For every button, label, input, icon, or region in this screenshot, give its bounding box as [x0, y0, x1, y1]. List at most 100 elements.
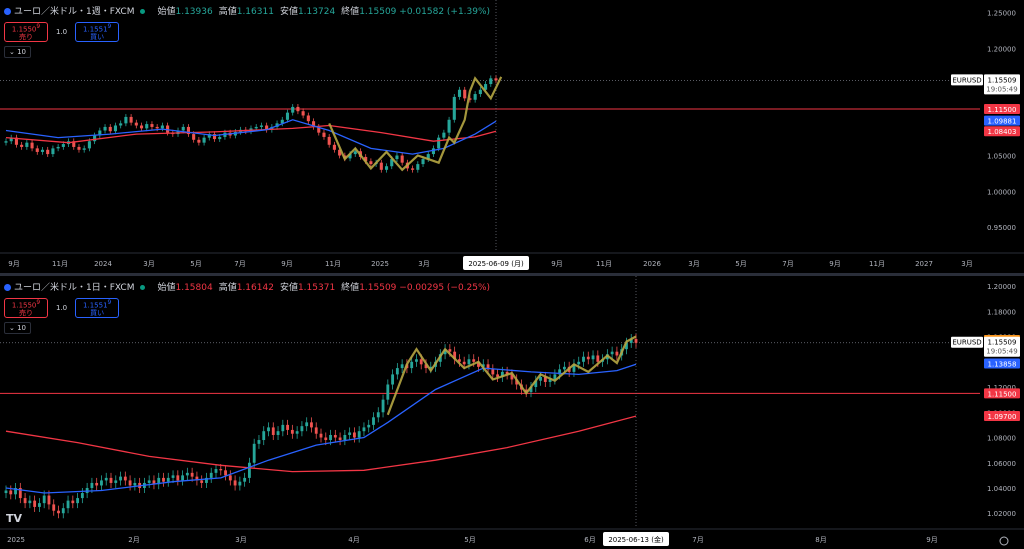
candle-body [610, 351, 614, 355]
candle-body [23, 498, 27, 504]
candle-body [254, 126, 258, 129]
candle-body [42, 495, 46, 504]
candle-body [166, 125, 170, 133]
moving-average-red [5, 415, 637, 473]
candle-body [582, 356, 585, 362]
candle-body [421, 159, 425, 165]
candle-body [51, 148, 55, 155]
symbol-logo-icon [4, 8, 11, 15]
candle-body [128, 480, 132, 486]
tradingview-logo[interactable]: TV [6, 512, 23, 525]
candle-body [14, 137, 18, 145]
price-tag [984, 126, 1020, 137]
candle-body [276, 431, 280, 435]
weekly-chart-pane[interactable]: 1.250001.200001.150001.100001.050001.000… [0, 0, 1024, 273]
time-tick-label: 7月 [234, 260, 245, 268]
candle-body [317, 126, 321, 133]
candle-body [391, 374, 395, 385]
countdown-label: 19:05:49 [986, 348, 1017, 356]
candle-body [190, 472, 194, 477]
candle-body [625, 342, 628, 350]
candle-body [80, 493, 84, 499]
candle-body [71, 500, 75, 504]
symbol-title[interactable]: ユーロ／米ドル・1週・FXCM [14, 7, 135, 17]
indicator-toggle[interactable]: ⌄ 10 [4, 46, 32, 58]
candle-body [185, 472, 189, 476]
candle-body [61, 144, 65, 147]
candle-body [615, 351, 619, 356]
candle-body [477, 361, 480, 367]
candle-body [505, 371, 509, 375]
price-tick-label: 1.05000 [987, 153, 1016, 161]
candle-body [56, 146, 60, 149]
daily-chart-canvas[interactable]: 1.200001.180001.160001.140001.120001.100… [0, 276, 1024, 549]
last-price-tag [984, 74, 1020, 95]
candle-body [586, 356, 590, 360]
price-tick-label: 1.06000 [987, 460, 1016, 468]
candle-body [238, 481, 242, 486]
candle-body [353, 151, 357, 155]
candle-body [93, 135, 97, 142]
time-tick-label: 11月 [52, 260, 68, 268]
market-open-icon [140, 285, 146, 290]
candle-body [145, 124, 149, 129]
candle-body [166, 477, 170, 482]
settings-gear-icon[interactable] [999, 536, 1009, 546]
indicator-toggle[interactable]: ⌄ 10 [4, 322, 32, 334]
candle-body [348, 432, 352, 435]
symbol-title[interactable]: ユーロ／米ドル・1日・FXCM [14, 283, 135, 293]
candle-body [228, 475, 232, 481]
candle-body [367, 424, 371, 428]
candle-body [61, 508, 65, 514]
time-tick-label: 9月 [281, 260, 292, 268]
candle-body [558, 369, 562, 375]
buy-button[interactable]: 1.15519 買い [75, 298, 120, 318]
sell-button[interactable]: 1.15509 売り [4, 22, 48, 42]
price-tick-label: 1.25000 [987, 10, 1016, 18]
candle-body [333, 434, 337, 438]
candle-body [4, 141, 8, 143]
time-tick-label: 11月 [596, 260, 612, 268]
weekly-chart-canvas[interactable]: 1.250001.200001.150001.100001.050001.000… [0, 0, 1024, 273]
candle-body [410, 361, 414, 369]
candle-body [52, 504, 56, 511]
candle-body [281, 424, 285, 432]
pane-divider[interactable] [0, 273, 1024, 276]
sell-button[interactable]: 1.15509 売り [4, 298, 48, 318]
candle-body [352, 432, 356, 438]
candle-body [139, 125, 144, 129]
candle-body [338, 437, 342, 441]
candle-body [133, 482, 137, 486]
sell-price-pip: 9 [36, 23, 41, 30]
candle-body [114, 480, 118, 483]
buy-label: 買い [90, 309, 105, 318]
indicator-count: 10 [17, 48, 27, 56]
candle-body [591, 355, 595, 360]
indicator-count: 10 [17, 324, 27, 332]
high-value: 1.16142 [236, 283, 274, 293]
candle-body [491, 369, 495, 375]
candle-body [150, 124, 154, 127]
candle-body [390, 159, 394, 167]
candle-body [108, 126, 112, 132]
trade-buttons: 1.15509 売り 1.0 1.15519 買い [4, 22, 120, 42]
candle-body [219, 469, 223, 471]
close-value: 1.15509 [359, 7, 397, 17]
candle-body [72, 141, 76, 147]
candle-body [224, 470, 227, 476]
daily-chart-pane[interactable]: 1.200001.180001.160001.140001.120001.100… [0, 276, 1024, 549]
time-tick-label: 2024 [94, 260, 112, 268]
candle-body [543, 376, 547, 382]
candle-body [457, 89, 462, 97]
buy-button[interactable]: 1.15519 買い [75, 22, 120, 42]
candle-body [467, 359, 471, 365]
candle-body [348, 154, 352, 159]
time-tick-label: 3月 [143, 260, 154, 268]
low-label: 安値 [279, 283, 298, 293]
candle-body [327, 136, 331, 145]
candle-body [123, 476, 127, 481]
price-tag-label: 1.11500 [988, 390, 1017, 398]
candle-body [90, 482, 94, 488]
low-value: 1.13724 [297, 7, 336, 17]
